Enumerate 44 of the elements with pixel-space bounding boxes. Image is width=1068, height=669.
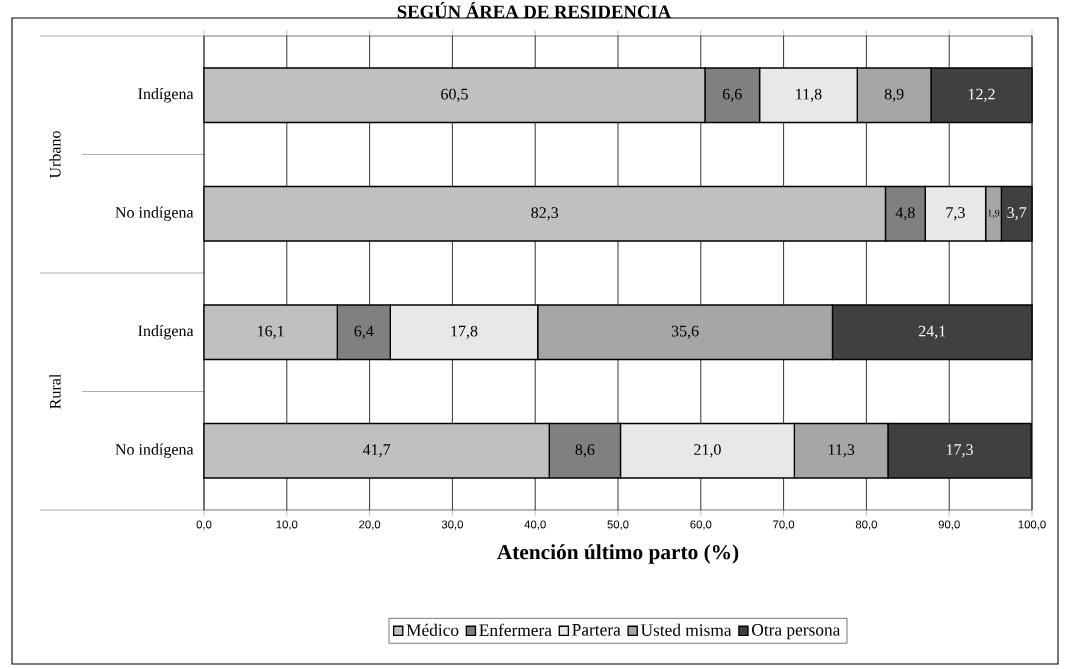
data-label: 11,8 xyxy=(796,88,822,102)
data-label: 1,9 xyxy=(988,209,1000,218)
data-label: 8,6 xyxy=(575,444,595,458)
data-label: 11,3 xyxy=(828,444,855,458)
data-label: 17,3 xyxy=(946,444,973,458)
x-tick-label: 60,0 xyxy=(690,520,712,530)
x-tick-label: 30,0 xyxy=(441,520,463,530)
y-tick-label: No indígena xyxy=(115,206,194,222)
legend-label: Otra persona xyxy=(752,624,841,640)
x-tick-label: 0,0 xyxy=(196,520,212,530)
y-tick-label: Indígena xyxy=(138,324,194,340)
data-label: 60,5 xyxy=(441,88,468,102)
y-tick-label: No indígena xyxy=(115,443,194,459)
data-label: 8,9 xyxy=(884,88,904,102)
chart-title: SEGÚN ÁREA DE RESIDENCIA xyxy=(397,1,671,19)
x-tick-label: 100,0 xyxy=(1018,520,1046,530)
data-label: 82,3 xyxy=(531,207,559,221)
legend-label: Usted misma xyxy=(640,623,732,636)
data-label: 41,7 xyxy=(362,444,391,458)
data-label: 12,2 xyxy=(968,88,995,102)
y-tick-label: Indígena xyxy=(138,87,194,103)
x-tick-label: 80,0 xyxy=(855,520,877,530)
x-axis-title: Atención último parto (%) xyxy=(497,544,739,564)
x-tick-label: 70,0 xyxy=(773,520,795,530)
data-label: 3,7 xyxy=(1007,207,1027,221)
data-label: 21,0 xyxy=(694,444,721,458)
data-label: 35,6 xyxy=(671,325,699,339)
x-tick-label: 40,0 xyxy=(524,520,546,530)
data-label: 7,3 xyxy=(946,207,965,221)
x-tick-label: 90,0 xyxy=(938,520,960,530)
data-label: 6,6 xyxy=(722,88,742,102)
data-label: 24,1 xyxy=(918,325,946,339)
text: Rural xyxy=(49,374,61,409)
legend-label: Enfermera xyxy=(479,623,552,637)
data-label: 16,1 xyxy=(258,325,284,339)
data-label: 6,4 xyxy=(354,325,374,339)
text: Urbano xyxy=(49,131,61,179)
legend-label: Médico xyxy=(406,623,459,636)
x-tick-label: 10,0 xyxy=(276,520,298,530)
x-tick-label: 20,0 xyxy=(359,520,381,530)
data-label: 4,8 xyxy=(895,207,915,221)
x-tick-label: 50,0 xyxy=(607,520,629,530)
legend-label: Partera xyxy=(572,624,621,636)
data-label: 17,8 xyxy=(451,325,478,339)
